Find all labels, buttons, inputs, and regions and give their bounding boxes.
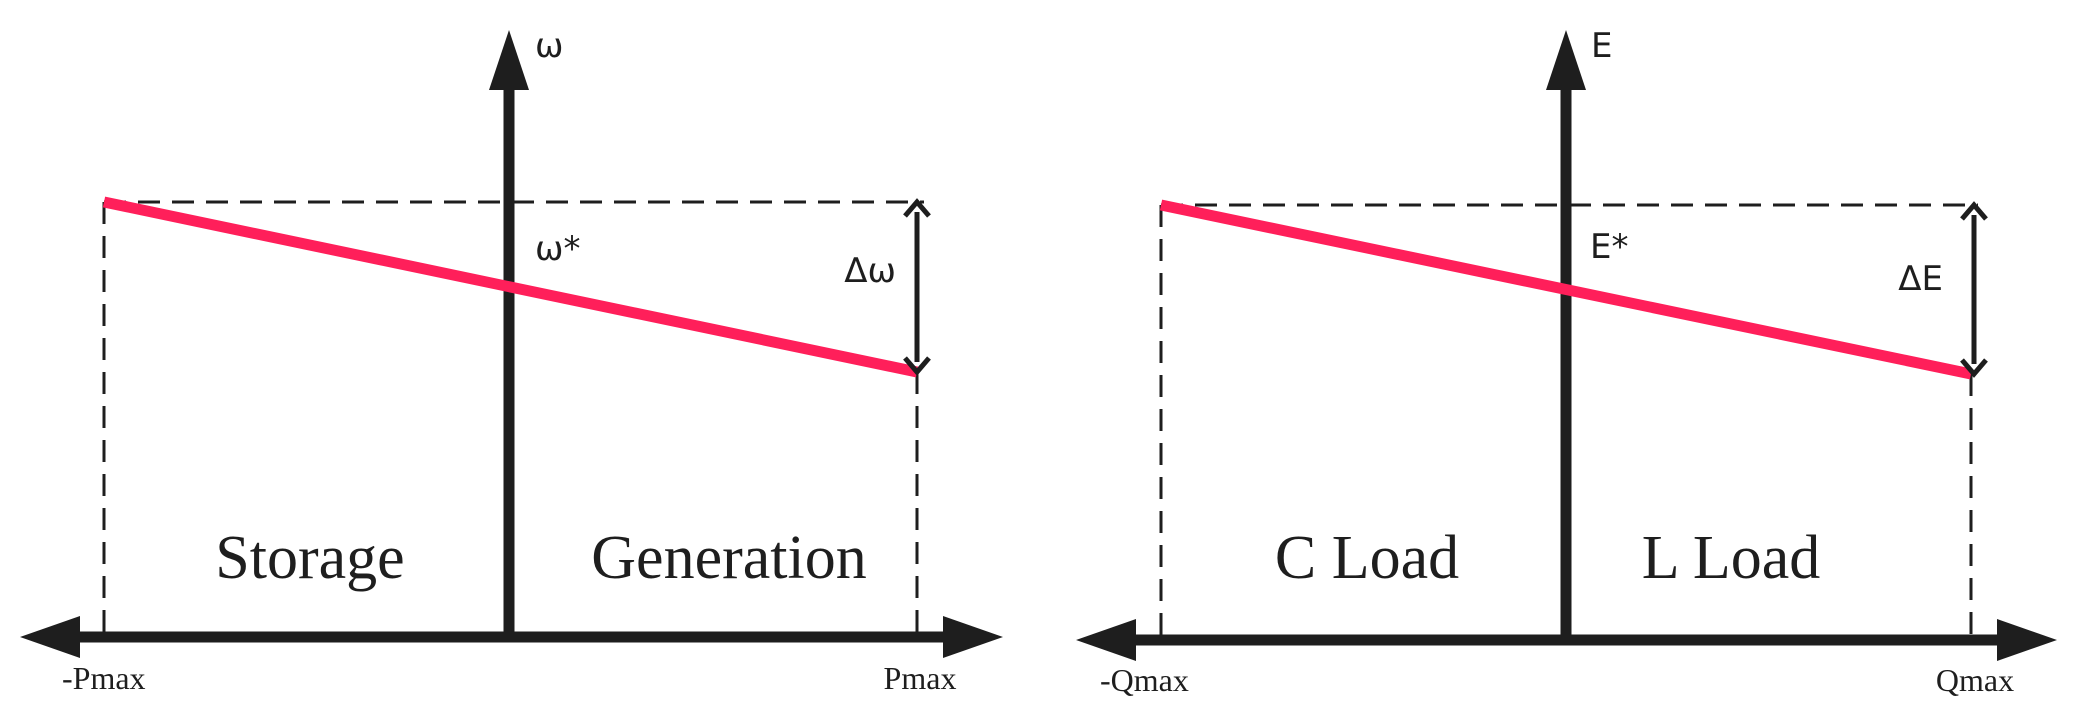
omega-setpoint-label: ω* <box>535 229 580 269</box>
c-load-region-label: C Load <box>1275 524 1459 592</box>
pmin-tick-label: -Pmax <box>62 660 146 696</box>
delta-e-arrow-bottom-icon <box>1960 358 1988 378</box>
qmax-tick-label: Qmax <box>1936 662 2014 698</box>
right-x-axis-right-arrowhead <box>1997 619 2057 661</box>
e-axis-label: E <box>1591 26 1612 66</box>
pmax-tick-label: Pmax <box>884 660 957 696</box>
delta-omega-arrow-bottom-icon <box>903 356 931 376</box>
delta-e-arrow-top-icon <box>1960 201 1988 221</box>
voltage-droop-line <box>1159 199 1973 380</box>
qmin-tick-label: -Qmax <box>1100 662 1189 698</box>
left-x-axis-right-arrowhead <box>943 616 1003 658</box>
frequency-droop-diagram: ω ω* Δω Storage Generation -Pmax Pmax <box>20 26 1003 696</box>
delta-omega-arrow-top-icon <box>903 198 931 218</box>
delta-e-label: ΔE <box>1898 259 1943 299</box>
delta-omega-label: Δω <box>844 251 896 291</box>
e-setpoint-label: E* <box>1590 227 1628 267</box>
generation-region-label: Generation <box>591 524 866 592</box>
left-y-axis-arrowhead <box>489 30 529 90</box>
right-y-axis-arrowhead <box>1546 30 1586 90</box>
frequency-droop-line <box>102 196 919 378</box>
l-load-region-label: L Load <box>1642 524 1820 592</box>
storage-region-label: Storage <box>215 524 404 592</box>
voltage-droop-diagram: E E* ΔE C Load L Load -Qmax Qmax <box>1076 26 2057 698</box>
omega-axis-label: ω <box>535 26 563 66</box>
left-x-axis-left-arrowhead <box>20 616 80 658</box>
right-x-axis-left-arrowhead <box>1076 619 1136 661</box>
